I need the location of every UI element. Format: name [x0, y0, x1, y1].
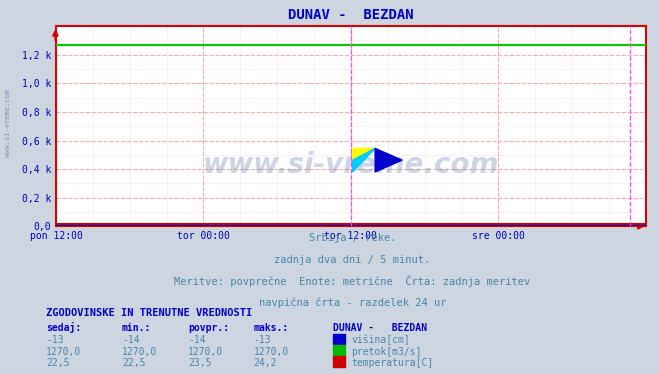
Text: -14: -14 [122, 335, 140, 345]
Text: 1270,0: 1270,0 [46, 347, 81, 356]
Text: maks.:: maks.: [254, 323, 289, 333]
Text: 1270,0: 1270,0 [188, 347, 223, 356]
Text: Meritve: povprečne  Enote: metrične  Črta: zadnja meritev: Meritve: povprečne Enote: metrične Črta:… [175, 275, 530, 286]
Text: www.si-vreme.com: www.si-vreme.com [5, 89, 11, 157]
Text: www.si-vreme.com: www.si-vreme.com [203, 151, 499, 179]
Text: 22,5: 22,5 [46, 358, 70, 368]
Text: DUNAV -   BEZDAN: DUNAV - BEZDAN [333, 323, 427, 333]
Text: min.:: min.: [122, 323, 152, 333]
Text: zadnja dva dni / 5 minut.: zadnja dva dni / 5 minut. [274, 255, 431, 265]
Text: sedaj:: sedaj: [46, 322, 81, 333]
Text: pretok[m3/s]: pretok[m3/s] [351, 347, 422, 356]
Text: -13: -13 [254, 335, 272, 345]
Text: 23,5: 23,5 [188, 358, 212, 368]
Text: višina[cm]: višina[cm] [351, 335, 410, 345]
Title: DUNAV -  BEZDAN: DUNAV - BEZDAN [288, 8, 414, 22]
Text: navpična črta - razdelek 24 ur: navpična črta - razdelek 24 ur [259, 298, 446, 308]
Text: 1270,0: 1270,0 [254, 347, 289, 356]
Polygon shape [375, 148, 402, 172]
Text: 22,5: 22,5 [122, 358, 146, 368]
Text: povpr.:: povpr.: [188, 323, 229, 333]
Text: -13: -13 [46, 335, 64, 345]
Text: 24,2: 24,2 [254, 358, 277, 368]
Text: ZGODOVINSKE IN TRENUTNE VREDNOSTI: ZGODOVINSKE IN TRENUTNE VREDNOSTI [46, 308, 252, 318]
Text: -14: -14 [188, 335, 206, 345]
Polygon shape [353, 148, 375, 160]
Text: temperatura[C]: temperatura[C] [351, 358, 434, 368]
Text: 1270,0: 1270,0 [122, 347, 157, 356]
Text: Srbija / reke.: Srbija / reke. [309, 233, 396, 243]
Polygon shape [353, 148, 375, 172]
